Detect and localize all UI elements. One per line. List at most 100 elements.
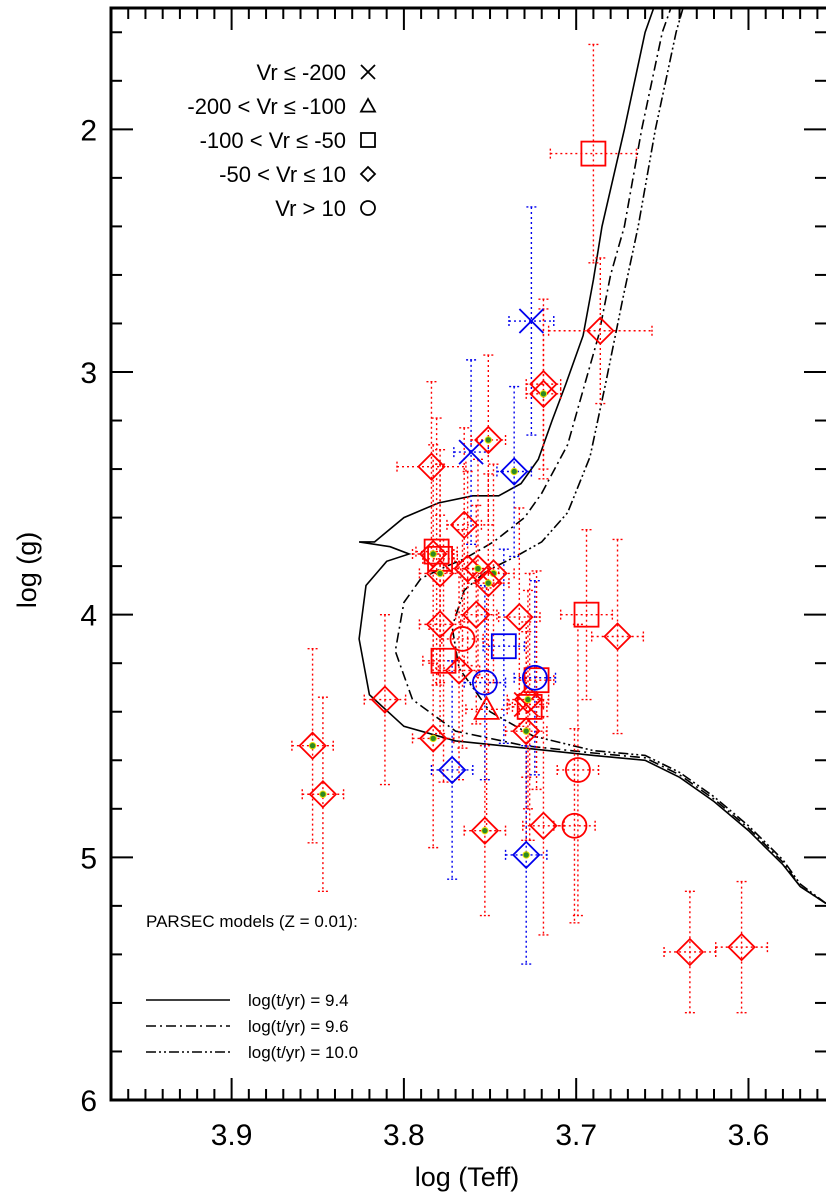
x-tick-label: 3.8 — [383, 1119, 425, 1152]
y-axis-label: log (g) — [12, 532, 42, 609]
error-bar — [590, 538, 645, 735]
marker-diamond — [449, 510, 479, 540]
error-bar — [437, 560, 481, 781]
error-bar — [559, 529, 614, 701]
marker-diamond — [437, 755, 467, 785]
marker-diamond — [499, 457, 529, 486]
error-bar — [463, 584, 507, 781]
marker-diamond — [359, 165, 377, 183]
models-title: PARSEC models (Z = 0.01): — [146, 912, 358, 931]
error-bar — [496, 385, 533, 558]
marker-diamond — [470, 816, 500, 845]
marker-cross — [360, 64, 376, 80]
marker-cross — [518, 308, 545, 334]
model-legend-label: log(t/yr) = 9.6 — [248, 1017, 349, 1036]
marker-diamond — [370, 685, 400, 714]
green-dot — [539, 390, 548, 398]
marker-legend: Vr ≤ -200 -200 < Vr ≤ -100 -100 < Vr ≤ -50… — [187, 60, 377, 221]
marker-diamond — [479, 559, 508, 588]
marker-diamond — [529, 379, 558, 409]
marker-circle — [521, 664, 548, 691]
model-legend-label: log(t/yr) = 10.0 — [248, 1043, 358, 1062]
x-axis-label: log (Teff) — [415, 1162, 520, 1192]
marker-diamond — [586, 316, 615, 346]
marker-square — [523, 667, 550, 694]
error-bar — [508, 206, 555, 436]
x-tick-label: 3.7 — [555, 1119, 597, 1152]
y-tick-label: 6 — [80, 1085, 97, 1118]
marker-legend-label: -200 < Vr ≤ -100 — [187, 94, 346, 119]
marker-circle — [449, 626, 476, 652]
marker-diamond — [505, 602, 534, 632]
marker-square — [580, 140, 607, 167]
marker-diamond — [308, 779, 338, 809]
marker-diamond — [675, 937, 705, 967]
marker-circle — [360, 200, 376, 216]
marker-square — [360, 132, 376, 148]
plot-frame — [109, 6, 826, 1102]
marker-circle — [565, 757, 591, 783]
marker-cross-stroke — [360, 64, 376, 80]
marker-diamond — [511, 840, 541, 870]
model-legend: PARSEC models (Z = 0.01): log(t/yr) = 9.… — [146, 912, 358, 1062]
y-tick-label: 3 — [80, 357, 97, 390]
green-dot — [429, 734, 437, 743]
x-tick-label: 3.6 — [728, 1119, 770, 1152]
marker-diamond — [425, 610, 455, 639]
marker-diamond — [511, 716, 541, 746]
isochrone-layer — [358, 7, 826, 905]
marker-diamond — [529, 811, 558, 841]
error-bar — [547, 257, 653, 405]
marker-diamond — [453, 554, 482, 583]
error-bar — [525, 308, 562, 480]
error-bar-layer — [291, 43, 769, 1014]
green-dot — [489, 569, 498, 578]
green-dot — [429, 550, 437, 558]
marker-diamond — [425, 559, 455, 588]
green-dot — [522, 851, 530, 859]
tick-layer: 3.9 3.8 3.7 3.6 2 3 4 5 6 — [80, 8, 826, 1152]
x-tick-label: 3.9 — [211, 1119, 253, 1152]
green-dot — [484, 436, 493, 444]
marker-diamond — [513, 685, 543, 714]
error-bar — [396, 381, 467, 553]
green-dot — [481, 826, 489, 835]
marker-triangle — [473, 695, 501, 720]
green-dot — [319, 790, 327, 798]
marker-layer — [298, 140, 756, 967]
isochrone-dash-dot — [394, 7, 826, 905]
error-bar — [513, 579, 557, 776]
marker-circle — [471, 669, 498, 696]
green-dot — [436, 569, 444, 578]
green-dot — [484, 579, 493, 587]
marker-square — [573, 601, 600, 628]
isochrone-dash-dot-dot — [451, 7, 826, 905]
error-bar — [556, 623, 600, 917]
marker-legend-label: -50 < Vr ≤ 10 — [219, 162, 346, 187]
marker-square — [516, 693, 543, 720]
y-tick-label: 5 — [80, 842, 97, 875]
green-dot — [308, 742, 317, 750]
marker-diamond — [298, 731, 327, 760]
marker-diamond — [417, 452, 446, 481]
model-legend-label: log(t/yr) = 9.4 — [248, 991, 349, 1010]
marker-diamond — [727, 932, 756, 962]
marker-diamond — [474, 425, 503, 455]
marker-square — [490, 633, 517, 660]
marker-legend-label: Vr > 10 — [275, 196, 346, 221]
error-bar — [363, 613, 407, 786]
y-tick-label: 2 — [80, 114, 97, 147]
marker-diamond — [444, 656, 474, 685]
error-bar — [430, 660, 474, 880]
marker-diamond — [474, 568, 503, 598]
marker-cross-stroke — [518, 308, 545, 334]
isochrone-solid — [358, 7, 826, 905]
error-bar — [715, 880, 769, 1014]
green-dot — [474, 564, 482, 573]
green-dot — [510, 467, 518, 476]
marker-circle — [561, 812, 588, 839]
green-dot — [522, 727, 530, 735]
marker-legend-label: Vr ≤ -200 — [256, 60, 346, 85]
marker-triangle — [359, 97, 377, 113]
